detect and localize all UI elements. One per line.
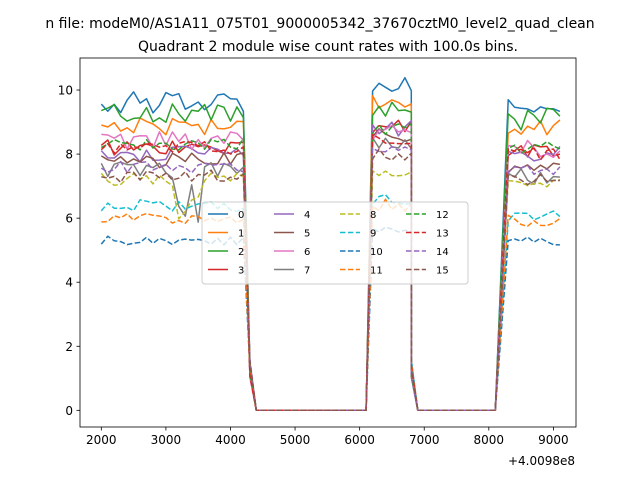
y-tick-label: 10 — [58, 84, 73, 98]
chart-title: Quadrant 2 module wise count rates with … — [138, 39, 518, 55]
legend-label-12: 12 — [436, 210, 449, 221]
series-line-15 — [101, 148, 560, 412]
legend-label-9: 9 — [370, 229, 376, 240]
y-tick-label: 4 — [65, 276, 73, 290]
plot-area — [100, 76, 561, 412]
legend-label-2: 2 — [238, 247, 244, 258]
x-tick-label: 3000 — [151, 433, 182, 447]
x-tick-label: 8000 — [474, 433, 505, 447]
y-tick-label: 6 — [65, 212, 73, 226]
x-tick-label: 9000 — [538, 433, 569, 447]
x-offset-label: +4.0098e8 — [508, 454, 575, 468]
y-tick-label: 0 — [65, 404, 73, 418]
legend-label-3: 3 — [238, 266, 244, 277]
legend-box — [201, 201, 469, 285]
series-line-14 — [100, 145, 561, 412]
legend-label-8: 8 — [370, 210, 376, 221]
x-tick-label: 7000 — [409, 433, 440, 447]
y-tick-label: 8 — [65, 148, 73, 162]
legend-label-7: 7 — [304, 266, 310, 277]
legend-label-10: 10 — [370, 247, 383, 258]
legend-label-11: 11 — [370, 266, 383, 277]
legend-label-4: 4 — [304, 210, 310, 221]
legend-label-1: 1 — [238, 229, 244, 240]
x-tick-label: 6000 — [344, 433, 375, 447]
y-tick-label: 2 — [65, 340, 73, 354]
legend-label-5: 5 — [304, 229, 310, 240]
legend-label-6: 6 — [304, 247, 310, 258]
x-tick-label: 2000 — [86, 433, 117, 447]
figure-suptitle: n file: modeM0/AS1A11_075T01_9000005342_… — [45, 16, 594, 32]
legend-label-0: 0 — [238, 210, 244, 221]
legend-label-14: 14 — [436, 247, 449, 258]
plot-frame — [79, 57, 577, 428]
x-tick-label: 5000 — [280, 433, 311, 447]
x-tick-label: 4000 — [215, 433, 246, 447]
legend-label-15: 15 — [436, 266, 449, 277]
legend-label-13: 13 — [436, 229, 449, 240]
